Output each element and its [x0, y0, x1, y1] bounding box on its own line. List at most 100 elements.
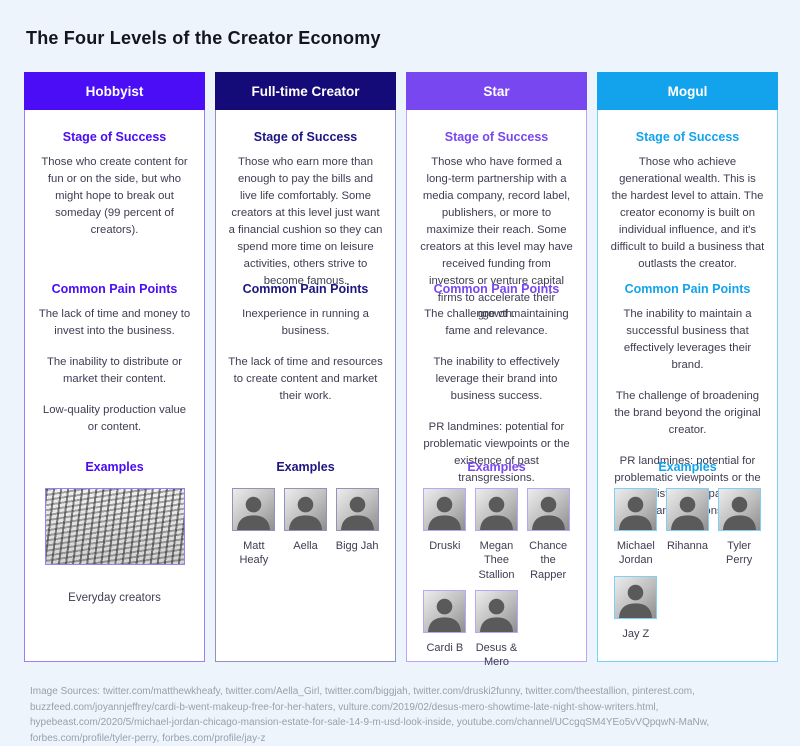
pain-point: Low-quality production value or content.: [42, 403, 187, 433]
example-label: Aella: [293, 540, 318, 552]
portrait-photo: [474, 488, 518, 531]
pain-section: Common Pain Points The challenge of main…: [419, 282, 574, 484]
example-item: Matt Heafy: [228, 488, 280, 568]
pain-heading: Common Pain Points: [433, 282, 560, 296]
example-label: Druski: [429, 540, 461, 552]
portrait-photo: [474, 589, 518, 633]
person-silhouette-icon: [237, 496, 271, 530]
column-title: Mogul: [667, 83, 708, 99]
portrait-photo: [423, 488, 467, 531]
stage-text: Those who achieve generational wealth. T…: [610, 156, 765, 270]
pain-point: The challenge of maintaining fame and re…: [424, 308, 569, 337]
example-item: Michael Jordan: [610, 488, 662, 568]
stage-text: Those who create content for fun or on t…: [41, 156, 188, 236]
pain-section: Common Pain Points The inability to main…: [610, 282, 765, 517]
column-card: Star Stage of Success Those who have for…: [406, 72, 587, 668]
pain-heading: Common Pain Points: [624, 282, 751, 296]
column-title: Full-time Creator: [251, 83, 360, 99]
portrait-photo: [526, 488, 570, 531]
pain-heading: Common Pain Points: [242, 282, 369, 296]
column-title: Hobbyist: [85, 83, 144, 99]
examples-heading: Examples: [467, 460, 526, 474]
pain-section: Common Pain Points The lack of time and …: [37, 282, 192, 460]
footer-sources: Image Sources: twitter.com/matthewkheafy…: [30, 686, 710, 744]
example-label: Desus & Mero: [475, 641, 518, 669]
pain-point: The inability to effectively leverage th…: [433, 355, 560, 402]
pain-list: Inexperience in running a business. The l…: [228, 306, 383, 405]
pain-point: Inexperience in running a business.: [242, 308, 369, 337]
stage-heading: Stage of Success: [635, 130, 740, 144]
example-item: Tyler Perry: [713, 488, 765, 568]
example-item: Rihanna: [662, 488, 714, 568]
example-item: Jay Z: [610, 575, 662, 641]
stage-section: Stage of Success Those who achieve gener…: [610, 110, 765, 282]
examples-grid: Matt Heafy Aella Bigg Jah: [228, 488, 383, 576]
pain-point: The lack of time and resources to create…: [228, 355, 383, 402]
stage-section: Stage of Success Those who earn more tha…: [228, 110, 383, 287]
person-silhouette-icon: [340, 496, 374, 530]
example-item: Chance the Rapper: [522, 488, 574, 582]
pain-section: Common Pain Points Inexperience in runni…: [228, 282, 383, 460]
example-item: Megan Thee Stallion: [471, 488, 523, 582]
examples-grid: Michael Jordan Rihanna Tyler Perry Jay Z: [610, 488, 765, 649]
example-label: Bigg Jah: [335, 540, 379, 552]
column-title: Star: [483, 83, 510, 99]
pain-point: The inability to maintain a successful b…: [623, 308, 752, 371]
column-card: Full-time Creator Stage of Success Those…: [215, 72, 396, 662]
column-body: Stage of Success Those who have formed a…: [406, 110, 587, 668]
person-silhouette-icon: [531, 496, 565, 530]
column-card: Mogul Stage of Success Those who achieve…: [597, 72, 778, 662]
example-item: Bigg Jah: [331, 488, 383, 568]
pain-heading: Common Pain Points: [51, 282, 178, 296]
example-item: Everyday creators: [37, 488, 192, 606]
stage-heading: Stage of Success: [62, 130, 167, 144]
portrait-photo: [283, 488, 327, 531]
example-label: Jay Z: [622, 627, 650, 640]
examples-section: Examples Matt Heafy Aella Bigg Jah: [228, 460, 383, 576]
examples-heading: Examples: [658, 460, 717, 474]
portrait-photo: [423, 589, 467, 633]
portrait-photo: [614, 575, 658, 619]
column-header: Full-time Creator: [215, 72, 396, 110]
example-item: Aella: [280, 488, 332, 568]
examples-heading: Examples: [276, 460, 335, 474]
stage-heading: Stage of Success: [444, 130, 549, 144]
portrait-photo: [665, 488, 709, 531]
person-silhouette-icon: [619, 496, 653, 530]
examples-grid: Everyday creators: [37, 488, 192, 614]
pain-point: PR landmines: potential for problematic …: [423, 420, 570, 484]
person-silhouette-icon: [722, 496, 756, 530]
crowd-photo: [44, 488, 185, 565]
portrait-photo: [614, 488, 658, 531]
person-silhouette-icon: [671, 496, 704, 530]
pain-list: The lack of time and money to invest int…: [37, 306, 192, 436]
examples-section: Examples Michael Jordan Rihanna Tyler Perr…: [610, 460, 765, 649]
stage-text: Those who earn more than enough to pay t…: [228, 156, 383, 287]
person-silhouette-icon: [428, 598, 462, 632]
stage-section: Stage of Success Those who create conten…: [37, 110, 192, 282]
example-label: Chance the Rapper: [529, 540, 568, 581]
person-silhouette-icon: [480, 598, 513, 632]
portrait-photo: [232, 488, 276, 531]
example-label: Matt Heafy: [239, 540, 269, 567]
example-label: Cardi B: [426, 641, 464, 654]
example-item: Druski: [419, 488, 471, 582]
person-silhouette-icon: [289, 496, 322, 530]
example-label: Megan Thee Stallion: [478, 540, 515, 581]
examples-section: Examples Druski Megan Thee Stallion Chance…: [419, 460, 574, 677]
page-title: The Four Levels of the Creator Economy: [26, 28, 381, 48]
portrait-photo: [335, 488, 379, 531]
pain-point: The inability to distribute or market th…: [46, 355, 182, 385]
columns-container: Hobbyist Stage of Success Those who crea…: [24, 72, 778, 668]
pain-point: The lack of time and money to invest int…: [38, 308, 191, 337]
person-silhouette-icon: [619, 584, 653, 618]
column-body: Stage of Success Those who achieve gener…: [597, 110, 778, 662]
column-card: Hobbyist Stage of Success Those who crea…: [24, 72, 205, 662]
column-header: Mogul: [597, 72, 778, 110]
example-item: Desus & Mero: [471, 589, 523, 670]
person-silhouette-icon: [480, 496, 513, 530]
pain-list: The challenge of maintaining fame and re…: [419, 306, 574, 486]
person-silhouette-icon: [428, 496, 462, 530]
column-body: Stage of Success Those who earn more tha…: [215, 110, 396, 662]
example-label: Michael Jordan: [616, 540, 655, 567]
